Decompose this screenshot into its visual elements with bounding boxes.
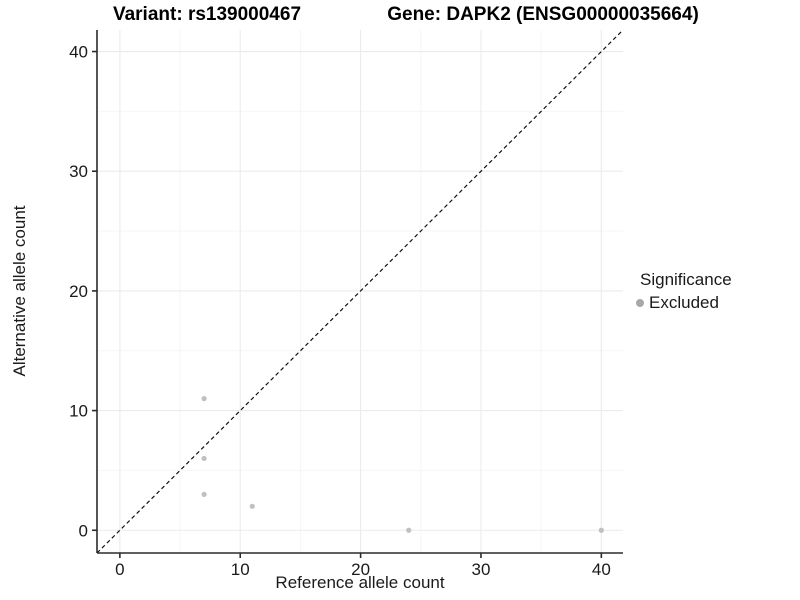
identity-dashed-line: [96, 29, 624, 554]
data-point: [249, 503, 255, 509]
y-tick-label: 0: [79, 521, 88, 540]
x-tick-label: 0: [115, 560, 124, 579]
y-tick-label: 10: [69, 402, 88, 421]
x-tick-label: 30: [472, 560, 491, 579]
x-tick-label: 20: [351, 560, 370, 579]
data-point: [406, 527, 412, 533]
data-point: [201, 396, 207, 402]
legend-point-icon: [636, 299, 644, 307]
data-point: [598, 527, 604, 533]
legend-item-label: Excluded: [649, 293, 719, 312]
x-tick-label: 40: [592, 560, 611, 579]
x-tick-label: 10: [231, 560, 250, 579]
y-tick-label: 30: [69, 162, 88, 181]
legend-item-excluded: Excluded: [636, 293, 732, 313]
x-axis-title: Reference allele count: [275, 573, 445, 592]
plot-title-variant: Variant: rs139000467: [112, 4, 302, 25]
legend: Significance Excluded: [636, 270, 732, 313]
data-point: [201, 455, 207, 462]
plot-title-gene: Gene: DAPK2 (ENSG00000035664): [387, 4, 699, 25]
y-tick-label: 20: [69, 282, 88, 301]
y-axis-title: Alternative allele count: [10, 205, 29, 377]
legend-title: Significance: [640, 270, 732, 289]
y-tick-label: 40: [69, 43, 88, 62]
data-point: [201, 491, 207, 497]
